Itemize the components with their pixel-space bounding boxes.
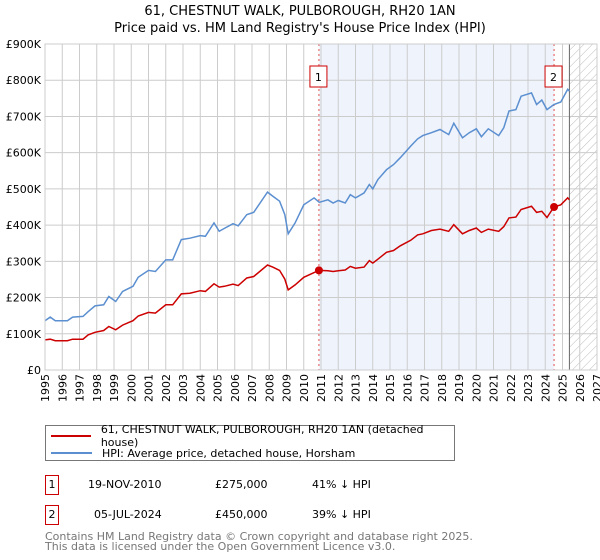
sale-point — [314, 266, 323, 275]
x-tick-label: 2000 — [125, 374, 138, 402]
property-price-line — [44, 196, 570, 342]
x-tick-label: 1999 — [108, 374, 121, 402]
legend-swatch-property — [51, 435, 91, 437]
legend-label-property: 61, CHESTNUT WALK, PULBOROUGH, RH20 1AN … — [100, 423, 424, 449]
x-tick-label: 1995 — [39, 374, 52, 402]
x-tick-label: 2008 — [263, 374, 276, 402]
legend-label-hpi: HPI: Average price, detached house, Hors… — [102, 446, 356, 460]
transaction-date: 05-JUL-2024 — [94, 508, 162, 521]
legend: 61, CHESTNUT WALK, PULBOROUGH, RH20 1AN … — [45, 423, 455, 461]
x-tick-label: 2010 — [298, 374, 311, 402]
x-tick-label: 2013 — [350, 374, 363, 402]
x-tick-label: 2017 — [419, 374, 432, 402]
x-tick-label: 2004 — [194, 374, 207, 402]
transaction-delta: 41% ↓ HPI — [312, 478, 371, 491]
x-tick-label: 1996 — [56, 374, 69, 402]
sale-label-box — [544, 65, 563, 88]
x-tick-label: 2020 — [470, 374, 483, 402]
x-tick-label: 1997 — [74, 374, 87, 402]
sale-point — [550, 203, 559, 211]
y-tick-label: £800K — [6, 74, 42, 87]
forecast-hatch — [569, 44, 597, 370]
sale-label: 1 — [315, 71, 322, 84]
transaction-date: 19-NOV-2010 — [88, 478, 162, 491]
transaction-delta: 39% ↓ HPI — [312, 508, 371, 521]
sale-label: 2 — [550, 71, 557, 84]
x-tick-label: 2006 — [229, 374, 242, 402]
hpi-line — [44, 88, 570, 322]
footer-copyright: Contains HM Land Registry data © Crown c… — [45, 530, 473, 543]
x-tick-label: 2019 — [453, 374, 466, 402]
plot-border — [44, 43, 598, 371]
x-tick-label: 2024 — [539, 374, 552, 402]
y-tick-label: £0 — [27, 364, 41, 377]
y-tick-label: £200K — [6, 292, 42, 305]
y-tick-label: £900K — [6, 38, 42, 51]
sale-label-box — [309, 65, 328, 88]
legend-swatch-hpi — [51, 452, 92, 454]
x-tick-label: 2021 — [488, 374, 501, 402]
y-tick-label: £400K — [6, 219, 42, 232]
y-tick-label: £700K — [6, 110, 42, 123]
chart-subtitle: Price paid vs. HM Land Registry's House … — [114, 21, 486, 36]
y-tick-label: £300K — [6, 255, 42, 268]
x-tick-label: 2012 — [332, 374, 345, 402]
x-tick-label: 2001 — [143, 374, 156, 402]
x-tick-label: 2003 — [177, 374, 190, 402]
chart-title: 61, CHESTNUT WALK, PULBOROUGH, RH20 1AN — [144, 4, 456, 19]
x-tick-label: 2027 — [591, 374, 600, 402]
x-tick-label: 2005 — [212, 374, 225, 402]
x-tick-label: 2014 — [367, 374, 380, 402]
x-tick-label: 2022 — [505, 374, 518, 402]
footer-licence: This data is licensed under the Open Gov… — [45, 540, 396, 553]
price-chart: 1995 1996 1997 1998 1999 2000 2001 2002 2003 2004… — [6, 38, 600, 402]
x-tick-label: 2002 — [160, 374, 173, 402]
x-tick-label: 2007 — [246, 374, 259, 402]
transaction-price: £450,000 — [215, 508, 268, 521]
x-tick-label: 1998 — [91, 374, 104, 402]
transaction-marker: 1 — [45, 475, 59, 495]
x-tick-label: 2025 — [557, 374, 570, 402]
y-tick-label: £600K — [6, 147, 42, 160]
x-tick-label: 2015 — [384, 374, 397, 402]
ownership-shade — [318, 44, 555, 370]
x-tick-label: 2018 — [436, 374, 449, 402]
x-tick-label: 2016 — [401, 374, 414, 402]
x-tick-label: 2009 — [281, 374, 294, 402]
x-tick-label: 2026 — [574, 374, 587, 402]
transaction-marker: 2 — [45, 505, 59, 525]
transaction-price: £275,000 — [215, 478, 268, 491]
x-tick-label: 2011 — [315, 374, 328, 402]
y-tick-label: £500K — [6, 183, 42, 196]
x-tick-label: 2023 — [522, 374, 535, 402]
y-tick-label: £100K — [6, 328, 42, 341]
